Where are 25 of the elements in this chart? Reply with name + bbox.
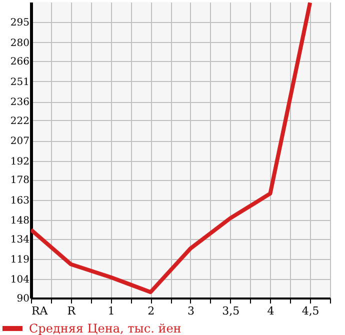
y-tick-label: 207 <box>10 136 30 148</box>
x-tick-label: 3 <box>187 304 194 318</box>
y-tick-label: 163 <box>10 195 30 206</box>
y-tick-label: 280 <box>10 38 30 49</box>
y-tick-label: 178 <box>10 175 30 186</box>
y-tick-label: 192 <box>10 156 30 168</box>
y-tick-label: 222 <box>10 116 30 127</box>
legend-label: Средняя Цена, тыс. йен <box>29 322 182 335</box>
y-tick-label: 148 <box>10 215 30 226</box>
x-tick-label: 1 <box>108 304 115 318</box>
y-tick-label: 90 <box>16 294 30 304</box>
x-tick-label: 4,5 <box>302 304 320 318</box>
y-tick-label: 119 <box>10 254 30 266</box>
y-tick-label: 295 <box>10 18 30 29</box>
x-tick-label: 3,5 <box>222 304 240 318</box>
x-tick-label: 2 <box>148 304 155 318</box>
y-tick-label: 251 <box>10 76 30 88</box>
line-series <box>31 2 312 294</box>
y-tick-label: 236 <box>10 97 30 108</box>
y-tick-label: 104 <box>10 274 30 286</box>
x-tick-label: RA <box>32 304 49 318</box>
y-tick-label: 266 <box>10 56 30 68</box>
x-tick-label: R <box>67 304 76 318</box>
x-tick-label: 4 <box>267 304 274 318</box>
y-tick-label: 134 <box>10 234 30 246</box>
